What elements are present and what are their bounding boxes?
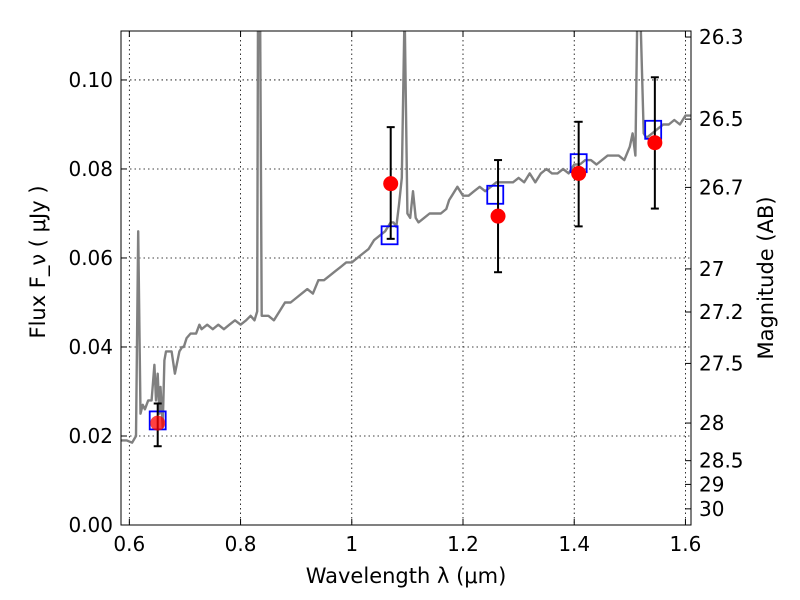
y2-tick-label: 29 (699, 472, 724, 496)
x-tick-label: 0.8 (225, 532, 257, 556)
y2-tick-label: 27 (699, 257, 724, 281)
model-square (380, 225, 399, 246)
plot-frame (120, 30, 692, 526)
y2-tick-label: 27.2 (699, 300, 744, 324)
spectrum-line (121, 31, 691, 444)
y-tick-label: 0.06 (68, 246, 113, 270)
y2-tick-label: 26.3 (699, 25, 744, 49)
y2-tick-label: 28 (699, 411, 724, 435)
x-tick-label: 1.6 (670, 532, 702, 556)
y-tick-label: 0.04 (68, 335, 113, 359)
y-axis-label: Flux F_ν ( μJy ) (26, 185, 51, 338)
observed-point (571, 165, 587, 181)
observed-point (383, 176, 399, 192)
plot-area (121, 31, 691, 448)
y2-tick-label: 27.5 (699, 351, 744, 375)
y2-axis-label: Magnitude (AB) (754, 196, 778, 359)
x-axis-label: Wavelength λ (μm) (306, 564, 507, 588)
y-tick-label: 0.02 (68, 424, 113, 448)
y-tick-label: 0.00 (68, 513, 113, 537)
y2-tick-label: 26.7 (699, 175, 744, 199)
y2-tick-label: 28.5 (699, 449, 744, 473)
y-tick-label: 0.08 (68, 157, 113, 181)
x-tick-label: 0.6 (113, 532, 145, 556)
y-tick-label: 0.10 (68, 68, 113, 92)
observed-point (150, 415, 166, 431)
model-square (486, 184, 505, 205)
y2-tick-label: 30 (699, 497, 724, 521)
x-tick-label: 1.4 (558, 532, 590, 556)
axes: 0.6 0.8 1 1.2 1.4 1.6 0.00 0.02 0.04 0.06 0.08 0.10… (68, 25, 743, 556)
observed-point (490, 208, 506, 224)
x-tick-label: 1.2 (447, 532, 479, 556)
y2-tick-label: 26.5 (699, 107, 744, 131)
x-tick-label: 1 (345, 532, 358, 556)
observed-point (647, 135, 663, 151)
